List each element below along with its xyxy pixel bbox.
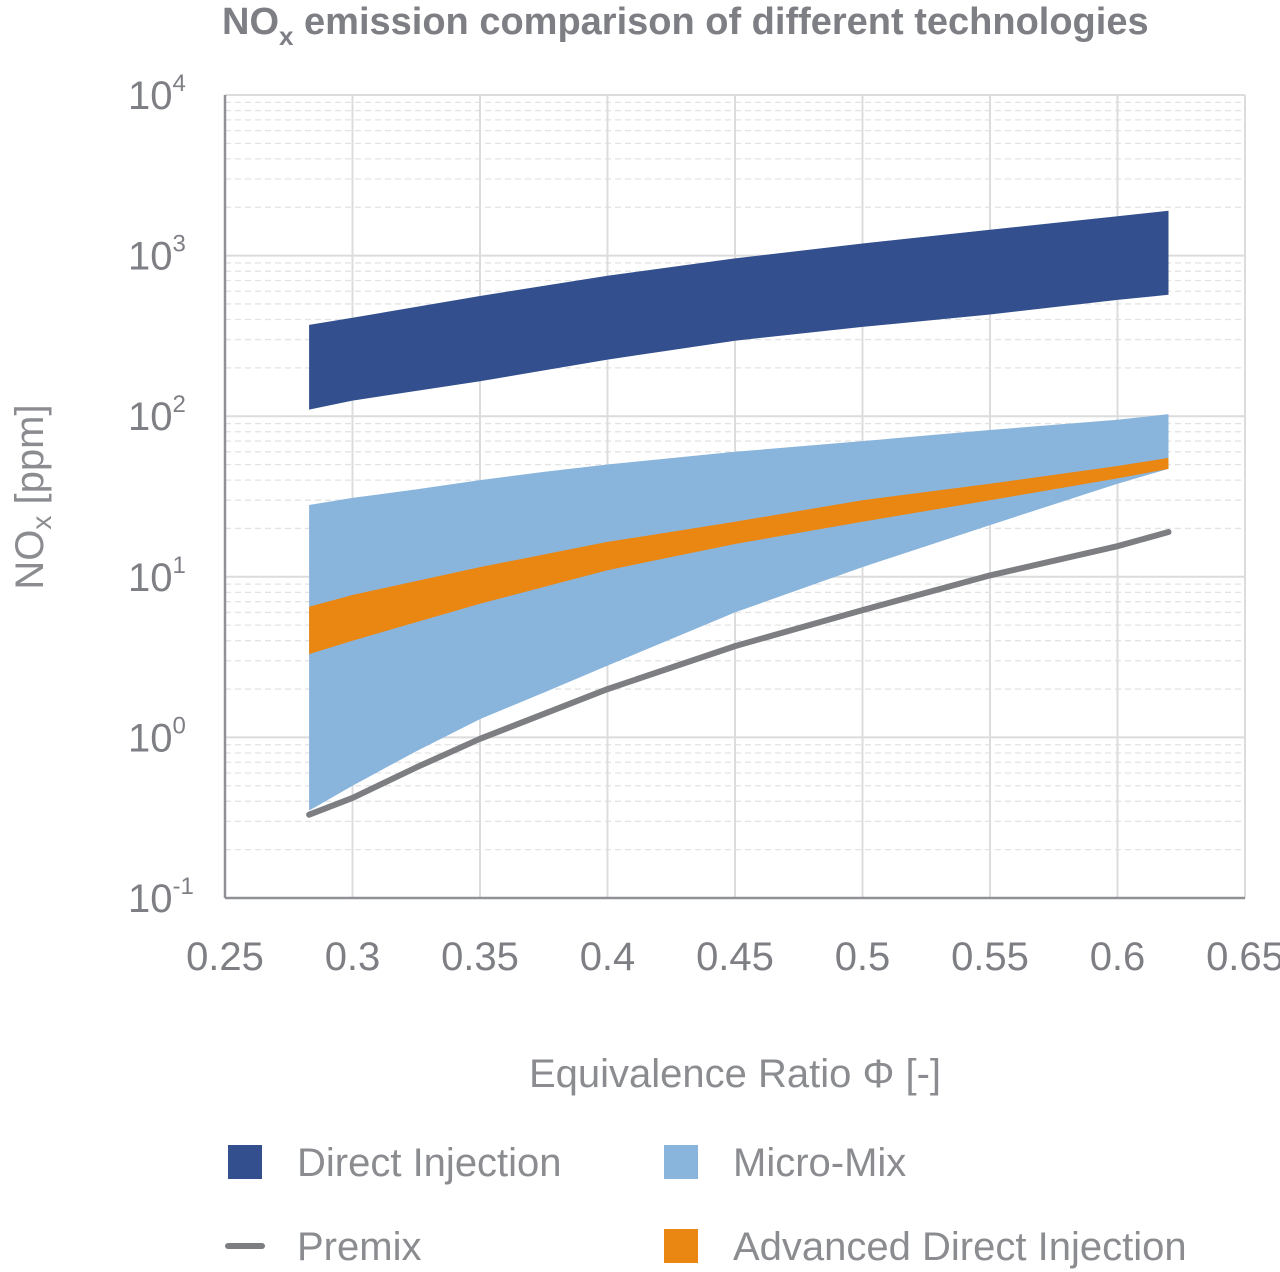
y-tick-label: 104: [128, 70, 186, 118]
x-tick-label: 0.25: [186, 935, 264, 979]
legend: Direct Injection Micro-Mix Premix Advanced …: [225, 1141, 1187, 1269]
direct-injection-band: [309, 210, 1169, 410]
premix-line: [306, 529, 1172, 818]
y-tick-label: 10-1: [128, 873, 194, 921]
x-tick-label: 0.3: [325, 935, 381, 979]
x-tick-label: 0.6: [1090, 935, 1146, 979]
advanced-direct-injection-band: [309, 457, 1169, 655]
y-axis-label: NOx [ppm]: [8, 404, 57, 589]
chart-title: NOx emission comparison of different tec…: [222, 1, 1149, 51]
y-axis-label-main: NO: [8, 530, 52, 590]
chart-title-main: NO: [222, 1, 279, 43]
y-tick-label: 100: [128, 712, 186, 760]
x-tick-label: 0.45: [696, 935, 774, 979]
chart-title-rest: emission comparison of different technol…: [293, 1, 1148, 43]
plot-series: [306, 210, 1172, 818]
legend-swatch-advanced-direct-injection: [664, 1229, 698, 1263]
y-tick-label: 102: [128, 391, 186, 439]
x-tick-label: 0.5: [835, 935, 891, 979]
chart-title-subscript: x: [279, 21, 294, 51]
y-tick-label: 101: [128, 552, 186, 600]
y-axis-label-subscript: x: [26, 516, 57, 530]
micro-mix-band: [309, 414, 1169, 811]
x-tick-label: 0.4: [580, 935, 636, 979]
y-axis-label-rest: [ppm]: [8, 404, 52, 515]
x-tick-label: 0.55: [951, 935, 1029, 979]
x-tick-label: 0.35: [441, 935, 519, 979]
y-tick-label: 103: [128, 231, 186, 279]
legend-label-premix: Premix: [297, 1225, 421, 1269]
tick-labels: 0.25 0.3 0.35 0.4 0.45 0.5 0.55 0.6 0.65 10-1 100 1…: [128, 70, 1280, 979]
legend-swatch-direct-injection: [228, 1145, 262, 1179]
legend-label-micro-mix: Micro-Mix: [733, 1141, 906, 1185]
legend-label-direct-injection: Direct Injection: [297, 1141, 562, 1185]
x-tick-label: 0.65: [1206, 935, 1280, 979]
x-axis-label: Equivalence Ratio Φ [-]: [529, 1052, 941, 1096]
axes: [223, 95, 1245, 900]
legend-label-advanced-direct-injection: Advanced Direct Injection: [733, 1225, 1187, 1269]
legend-swatch-micro-mix: [664, 1145, 698, 1179]
